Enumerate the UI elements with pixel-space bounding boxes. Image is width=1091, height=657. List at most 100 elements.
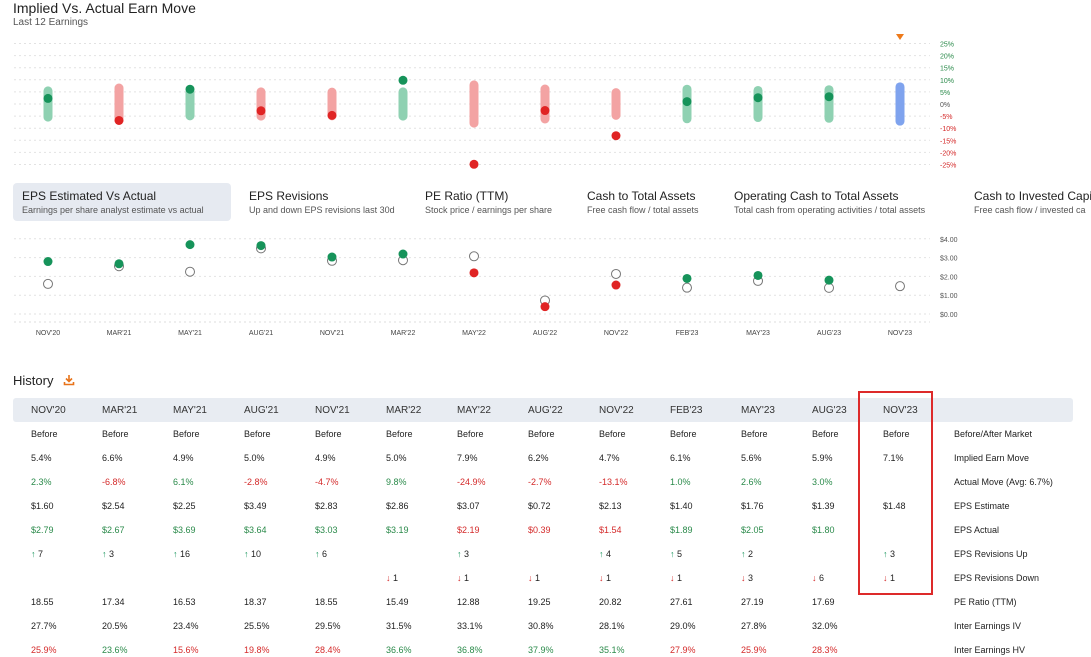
y-tick-label: $2.00	[940, 274, 958, 281]
table-cell: $1.80	[812, 525, 835, 535]
eps-estimated-vs-actual-chart: $4.00 $3.00 $2.00 $1.00 $0.00 NOV'20 MAR'21 MAY…	[14, 237, 958, 337]
table-cell: 5.6%	[741, 453, 762, 463]
table-cell: 27.61	[670, 597, 693, 607]
table-cell: -13.1%	[599, 477, 628, 487]
row-label: EPS Revisions Down	[954, 573, 1040, 583]
y-tick-label: $0.00	[940, 312, 958, 319]
table-cell: $1.40	[670, 501, 693, 511]
table-cell: 2.3%	[31, 477, 52, 487]
actual-move-point	[611, 131, 621, 141]
y-tick-label: $4.00	[940, 237, 958, 244]
actual-move-point	[185, 84, 195, 94]
table-cell: Before	[883, 429, 910, 439]
table-cell: 36.6%	[386, 645, 412, 655]
table-cell: Before	[741, 429, 768, 439]
nov23-highlight-box	[858, 391, 933, 595]
table-cell: 2.6%	[741, 477, 762, 487]
eps-estimate-point	[824, 282, 834, 293]
table-cell: -4.7%	[315, 477, 339, 487]
x-tick-label: AUG'23	[817, 330, 841, 337]
eps-estimate-point	[895, 281, 905, 292]
y-tick-label: $1.00	[940, 293, 958, 300]
x-tick-label: MAR'21	[107, 330, 132, 337]
table-cell: Before	[528, 429, 555, 439]
x-tick-label: FEB'23	[676, 330, 699, 337]
tab-label: EPS Revisions	[249, 189, 329, 203]
tab-cash-to-invested-capit[interactable]: Cash to Invested Capit Free cash flow / i…	[965, 183, 1091, 221]
tab-description: Up and down EPS revisions last 30d	[249, 205, 395, 215]
x-tick-label: MAY'21	[178, 330, 202, 337]
table-cell: 25.5%	[244, 621, 270, 631]
y-tick-label: 15%	[940, 66, 954, 73]
tab-operating-cash-to-total-assets[interactable]: Operating Cash to Total Assets Total cash…	[725, 183, 957, 221]
table-cell: 36.8%	[457, 645, 483, 655]
table-cell: $2.86	[386, 501, 409, 511]
table-cell: $3.03	[315, 525, 338, 535]
table-cell: 35.1%	[599, 645, 625, 655]
eps-actual-point	[256, 241, 266, 251]
tab-cash-to-total-assets[interactable]: Cash to Total Assets Free cash flow / tot…	[578, 183, 718, 221]
y-tick-label: 5%	[940, 90, 950, 97]
table-cell: $2.19	[457, 525, 480, 535]
table-cell: 28.3%	[812, 645, 838, 655]
table-cell: ↓ 6	[812, 573, 825, 583]
table-cell: 15.49	[386, 597, 409, 607]
eps-estimate-point	[682, 282, 692, 293]
table-cell: 37.9%	[528, 645, 554, 655]
eps-estimate-point	[469, 251, 479, 262]
metric-tabs: EPS Estimated Vs Actual Earnings per shar…	[13, 183, 1091, 221]
row-label: Inter Earnings HV	[954, 645, 1026, 655]
actual-move-point	[682, 97, 692, 107]
column-header: NOV'22	[599, 405, 634, 416]
eps-actual-point	[824, 275, 834, 285]
table-cell: Before	[31, 429, 58, 439]
table-cell: 29.0%	[670, 621, 696, 631]
column-header: FEB'23	[670, 405, 703, 416]
table-cell: 6.1%	[670, 453, 691, 463]
table-cell: Before	[670, 429, 697, 439]
table-cell: -6.8%	[102, 477, 126, 487]
table-cell: ↑ 3	[457, 549, 470, 559]
table-cell: $0.39	[528, 525, 551, 535]
table-cell: $1.76	[741, 501, 764, 511]
column-header: AUG'22	[528, 405, 563, 416]
tab-pe-ratio-ttm-[interactable]: PE Ratio (TTM) Stock price / earnings per…	[416, 183, 571, 221]
table-cell: ↑ 5	[670, 549, 683, 559]
table-cell: 4.7%	[599, 453, 620, 463]
table-cell: 12.88	[457, 597, 480, 607]
tab-eps-revisions[interactable]: EPS Revisions Up and down EPS revisions l…	[240, 183, 410, 221]
y-tick-label: -15%	[940, 138, 956, 145]
table-cell: 6.6%	[102, 453, 123, 463]
y-tick-label: 0%	[940, 102, 950, 109]
table-cell: $2.54	[102, 501, 125, 511]
x-tick-label: MAY'22	[462, 330, 486, 337]
table-cell: ↓ 1	[599, 573, 612, 583]
actual-move-point	[256, 106, 266, 116]
x-tick-label: MAR'22	[391, 330, 416, 337]
table-cell: $2.83	[315, 501, 338, 511]
eps-actual-point	[398, 249, 408, 259]
row-label: Implied Earn Move	[954, 453, 1030, 463]
table-cell: $1.89	[670, 525, 693, 535]
table-cell: ↓ 1	[883, 573, 896, 583]
table-cell: $2.67	[102, 525, 125, 535]
table-cell: $3.07	[457, 501, 480, 511]
table-cell: $2.79	[31, 525, 54, 535]
table-cell: 27.19	[741, 597, 764, 607]
table-cell: -24.9%	[457, 477, 486, 487]
table-cell: 31.5%	[386, 621, 412, 631]
row-label: EPS Actual	[954, 525, 1000, 535]
x-tick-label: NOV'21	[320, 330, 344, 337]
table-cell: 17.34	[102, 597, 125, 607]
tab-description: Total cash from operating activities / t…	[734, 205, 926, 215]
row-label: PE Ratio (TTM)	[954, 597, 1017, 607]
column-header: MAR'22	[386, 405, 422, 416]
row-label: Before/After Market	[954, 429, 1033, 439]
table-cell: Before	[599, 429, 626, 439]
column-header: NOV'21	[315, 405, 350, 416]
download-icon[interactable]	[63, 374, 75, 386]
eps-actual-point	[540, 302, 550, 312]
column-header: AUG'23	[812, 405, 847, 416]
table-cell: 9.8%	[386, 477, 407, 487]
tab-eps-estimated-vs-actual[interactable]: EPS Estimated Vs Actual Earnings per shar…	[13, 183, 231, 221]
